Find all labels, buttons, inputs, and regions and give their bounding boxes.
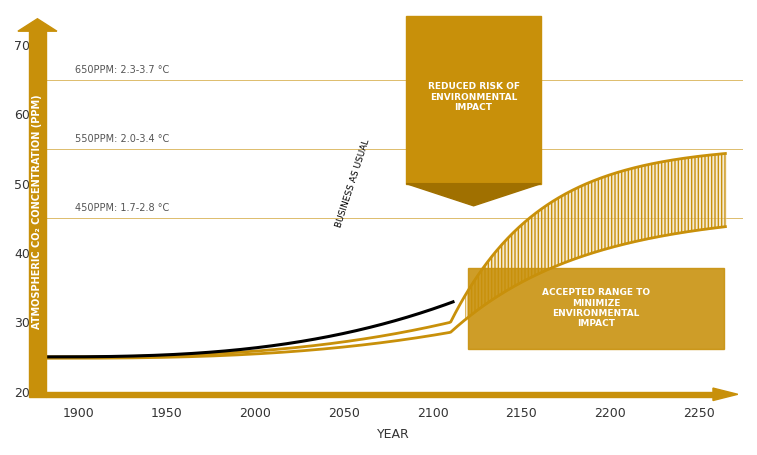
Polygon shape bbox=[46, 391, 713, 397]
Polygon shape bbox=[469, 268, 724, 349]
Text: ACCEPTED RANGE TO
MINIMIZE
ENVIRONMENTAL
IMPACT: ACCEPTED RANGE TO MINIMIZE ENVIRONMENTAL… bbox=[542, 288, 650, 329]
Polygon shape bbox=[713, 388, 738, 400]
Polygon shape bbox=[29, 31, 46, 397]
Text: REDUCED RISK OF
ENVIRONMENTAL
IMPACT: REDUCED RISK OF ENVIRONMENTAL IMPACT bbox=[428, 82, 519, 112]
Polygon shape bbox=[18, 19, 57, 31]
Text: BUSINESS AS USUAL: BUSINESS AS USUAL bbox=[335, 138, 372, 229]
Text: 650PPM: 2.3-3.7 °C: 650PPM: 2.3-3.7 °C bbox=[75, 65, 169, 75]
Text: 550PPM: 2.0-3.4 °C: 550PPM: 2.0-3.4 °C bbox=[75, 134, 169, 144]
X-axis label: YEAR: YEAR bbox=[376, 428, 410, 441]
Text: ATMOSPHERIC CO₂ CONCENTRATION (PPM): ATMOSPHERIC CO₂ CONCENTRATION (PPM) bbox=[33, 94, 42, 329]
Polygon shape bbox=[407, 16, 541, 184]
Polygon shape bbox=[407, 184, 541, 206]
Text: 450PPM: 1.7-2.8 °C: 450PPM: 1.7-2.8 °C bbox=[75, 203, 169, 213]
